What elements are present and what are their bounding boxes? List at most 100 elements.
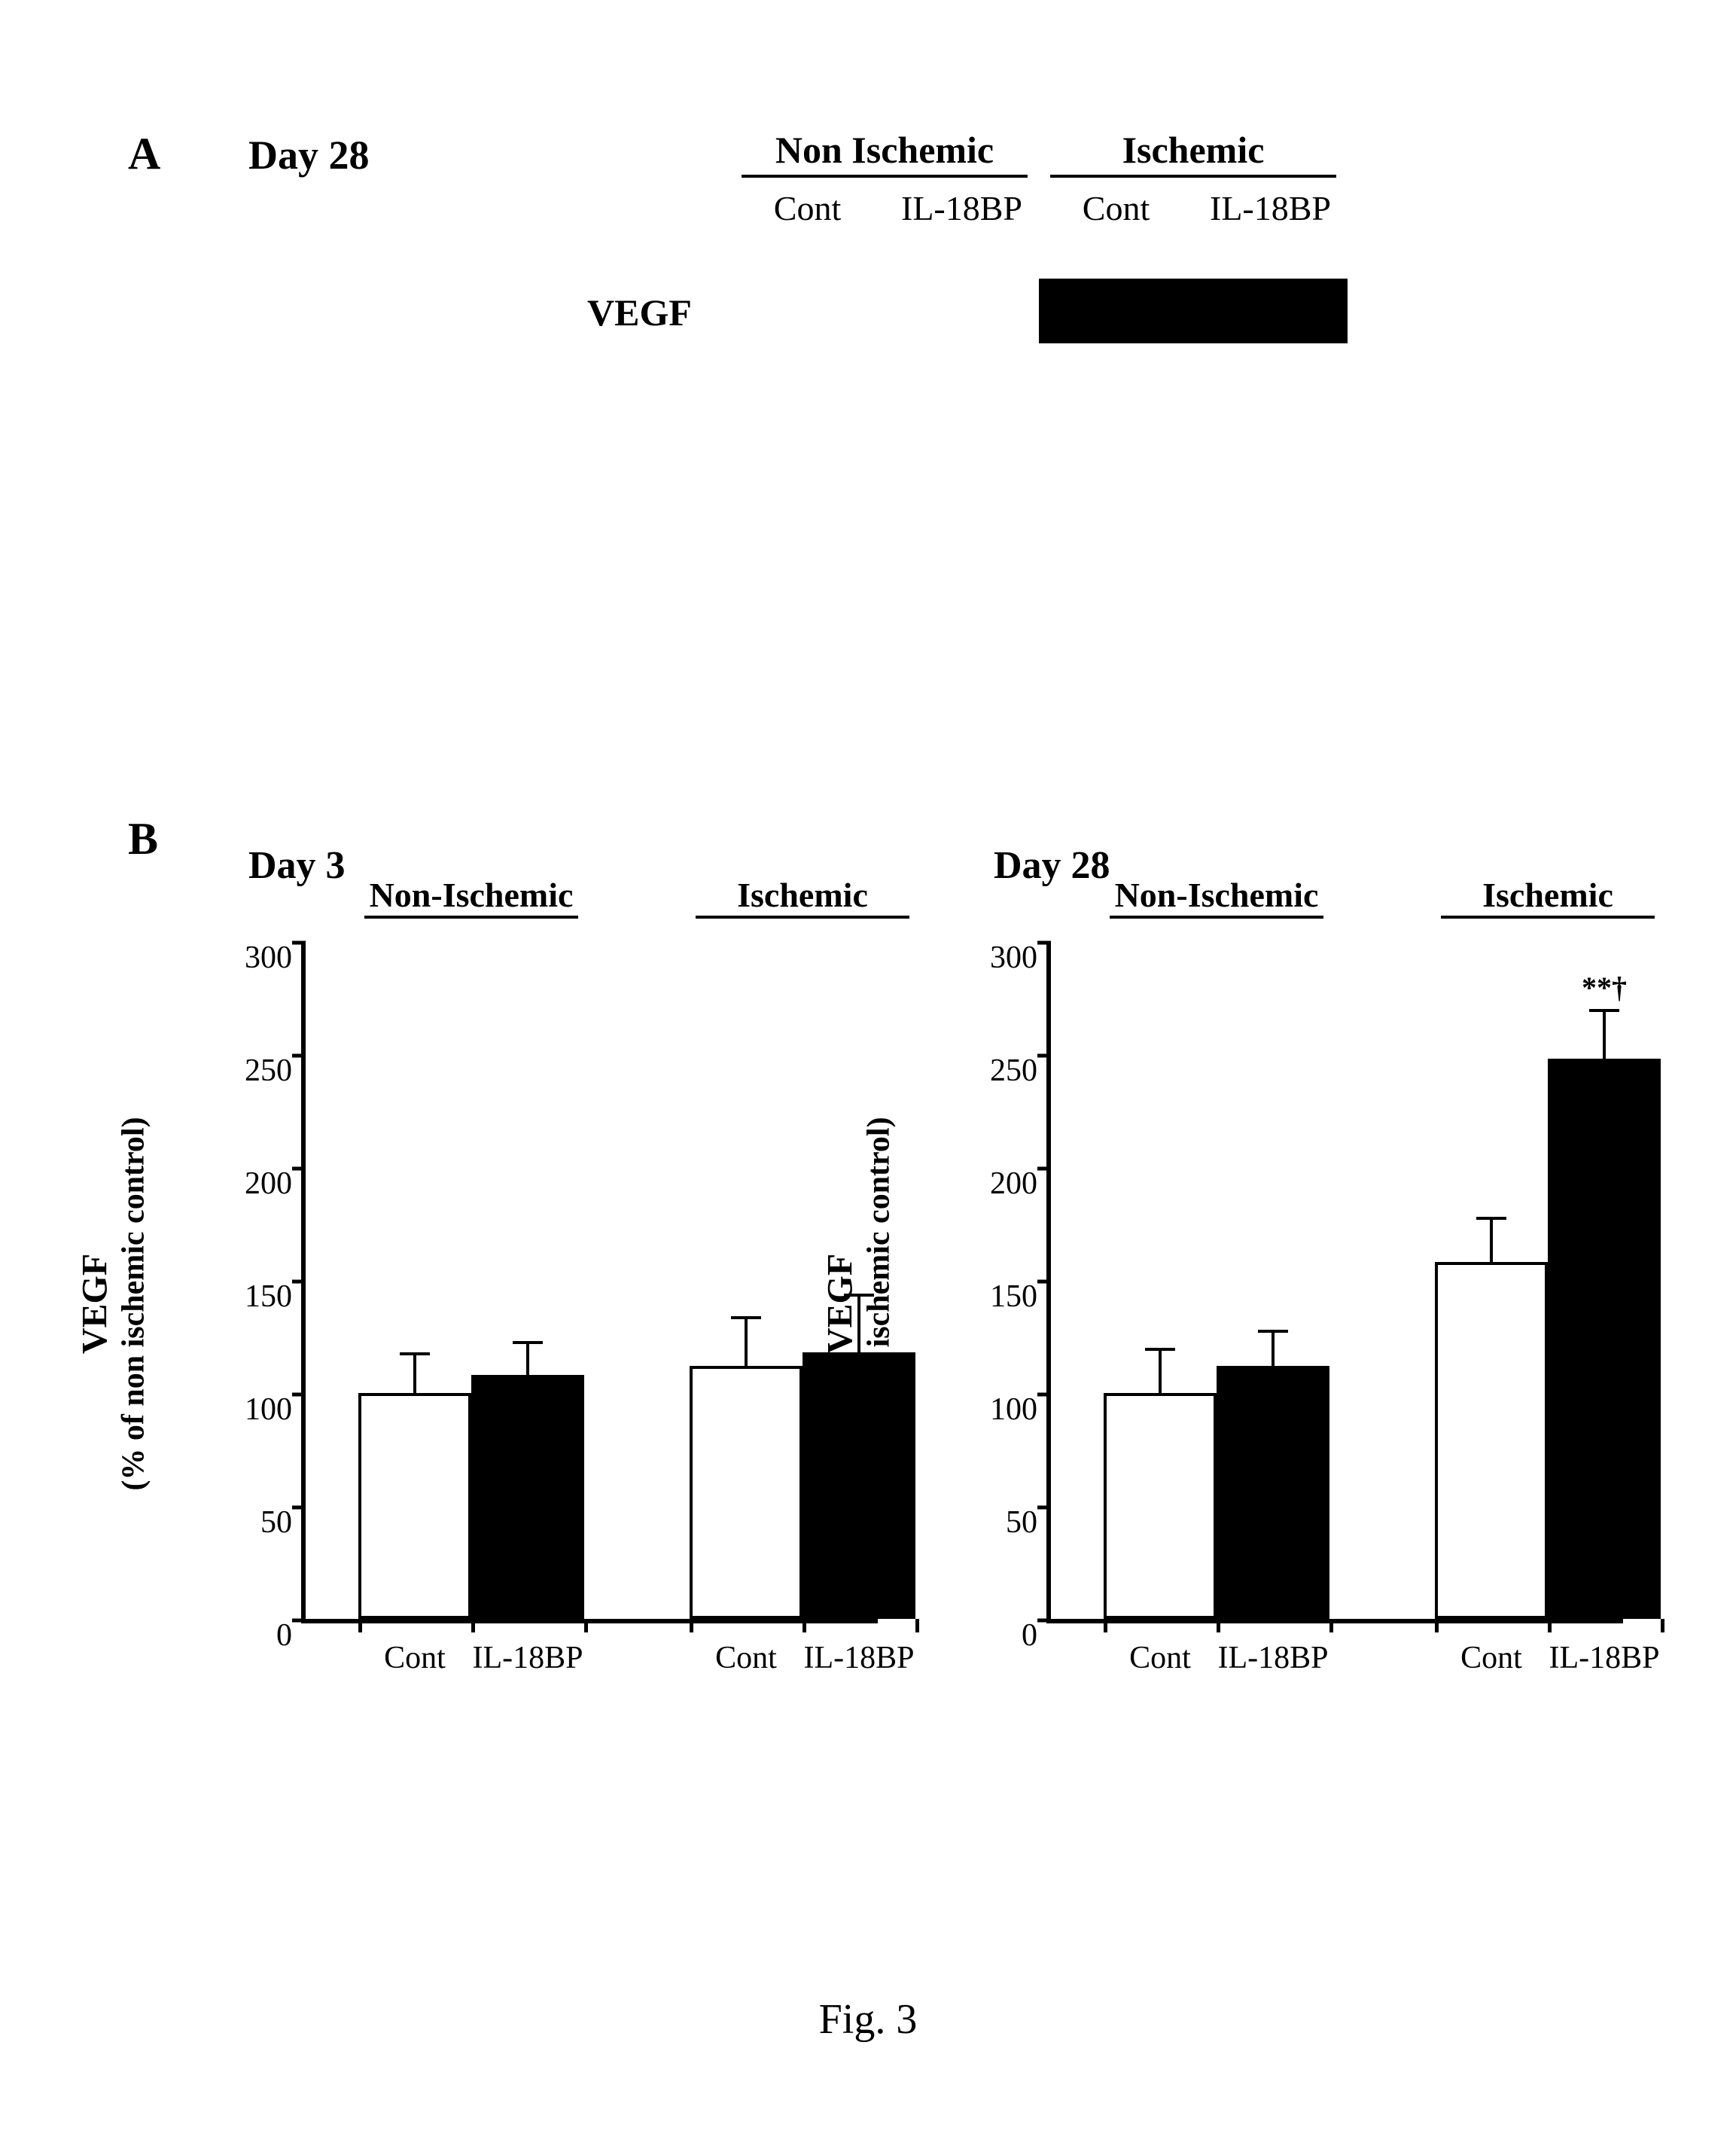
panel-a-sub-label: IL-18BP [885,188,1039,228]
x-tick [690,1619,693,1632]
error-bar [745,1316,748,1366]
group-rule [1441,916,1655,919]
error-cap [1258,1330,1288,1333]
y-axis-label: VEGF(% of non ischemic control) [820,1078,897,1530]
panel-a-letter: A [128,128,160,180]
error-bar [413,1352,416,1393]
y-tick-label: 100 [209,1391,292,1428]
x-tick-label: IL-18BP [1218,1640,1329,1676]
error-cap [1476,1217,1506,1220]
y-axis-label-line1: VEGF [820,1078,861,1530]
plot-area: 050100150200250300ContIL-18BPNon-Ischemi… [1046,941,1623,1623]
y-tick-label: 250 [955,1053,1037,1089]
y-tick-label: 0 [955,1617,1037,1654]
error-bar [1272,1330,1275,1366]
error-bar [1603,1009,1606,1059]
y-tick [1037,1280,1051,1284]
x-tick [471,1619,475,1632]
x-tick [1548,1619,1552,1632]
y-tick-label: 150 [955,1279,1037,1315]
y-axis-label-line2: (% of non ischemic control) [861,1078,897,1530]
error-cap [1589,1009,1619,1012]
y-tick-label: 300 [955,940,1037,976]
y-tick-label: 250 [209,1053,292,1089]
y-tick-label: 200 [209,1166,292,1202]
y-tick-label: 50 [209,1504,292,1541]
panel-a-group-header: Ischemic [1039,128,1348,172]
x-tick [358,1619,362,1632]
x-tick-label: Cont [715,1640,777,1676]
blot-lane [885,279,1039,343]
y-axis-label: VEGF(% of non ischemic control) [75,1078,152,1530]
significance-annotation: **† [1582,970,1627,1005]
panel-a-sub-label: IL-18BP [1193,188,1348,228]
y-tick [1037,1619,1051,1623]
group-rule [364,916,578,919]
group-label: Non-Ischemic [370,875,574,915]
y-tick-label: 300 [209,940,292,976]
error-cap [731,1316,761,1319]
bar [690,1366,803,1619]
bar [1435,1262,1548,1619]
x-tick [1329,1619,1333,1632]
x-tick [803,1619,806,1632]
y-tick [292,1167,306,1171]
error-bar [1490,1217,1493,1262]
y-tick [292,1054,306,1058]
blot-lane [730,279,885,343]
y-axis-label-line1: VEGF [75,1078,116,1530]
y-tick-label: 200 [955,1166,1037,1202]
y-tick [1037,1506,1051,1510]
x-tick [915,1619,919,1632]
y-tick-label: 150 [209,1279,292,1315]
x-tick-label: IL-18BP [473,1640,583,1676]
y-tick [292,941,306,945]
group-label: Ischemic [737,875,868,915]
y-tick [1037,941,1051,945]
x-tick-label: Cont [1129,1640,1191,1676]
y-tick [292,1506,306,1510]
plot-area: 050100150200250300ContIL-18BPNon-Ischemi… [301,941,878,1623]
y-tick [1037,1054,1051,1058]
figure-caption: Fig. 3 [0,1995,1736,2044]
error-bar [526,1341,529,1375]
panel-a-title: Day 28 [248,132,370,178]
y-tick [292,1619,306,1623]
x-tick [1435,1619,1439,1632]
group-rule [1110,916,1323,919]
group-label: Non-Ischemic [1115,875,1319,915]
x-tick-label: Cont [1460,1640,1522,1676]
bar [471,1375,584,1619]
blot-lane [1193,279,1348,343]
chart-title: Day 28 [994,843,1110,888]
group-label: Ischemic [1482,875,1613,915]
x-tick [1217,1619,1220,1632]
panel-a-group-rule [742,175,1028,178]
y-tick [292,1280,306,1284]
x-tick [1104,1619,1107,1632]
panel-a-row-label: VEGF [587,291,692,334]
group-rule [696,916,909,919]
error-cap [513,1341,543,1344]
x-tick [1661,1619,1664,1632]
panel-b-letter: B [128,813,158,865]
panel-a-sub-label: Cont [730,188,885,228]
bar [1548,1059,1661,1619]
panel-a-sub-label: Cont [1039,188,1193,228]
error-bar [1159,1348,1162,1393]
x-tick-label: IL-18BP [1549,1640,1660,1676]
western-blot-strip [730,279,1348,343]
panel-a-group-rule [1050,175,1336,178]
y-tick-label: 0 [209,1617,292,1654]
y-tick [1037,1167,1051,1171]
blot-lane [1039,279,1193,343]
x-tick [584,1619,588,1632]
bar [1104,1393,1217,1619]
panel-a-group-header: Non Ischemic [730,128,1039,172]
y-tick-label: 50 [955,1504,1037,1541]
x-tick-label: IL-18BP [804,1640,915,1676]
y-tick [292,1393,306,1397]
y-tick-label: 100 [955,1391,1037,1428]
bar [358,1393,471,1619]
error-cap [1145,1348,1175,1351]
